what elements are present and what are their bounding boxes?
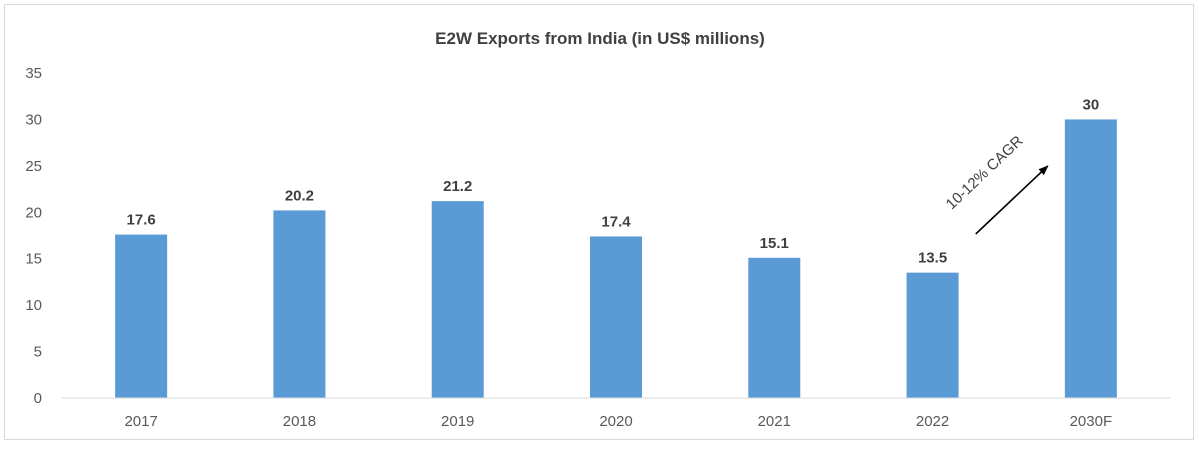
value-label-2021: 15.1 [760, 235, 789, 252]
x-tick-label: 2030F [1070, 413, 1113, 430]
bar-2022 [906, 272, 959, 398]
y-tick-label: 10 [25, 297, 42, 314]
bar-2017 [115, 234, 168, 398]
value-label-2017: 17.6 [127, 212, 156, 229]
value-label-2030f: 30 [1083, 96, 1100, 113]
y-tick-label: 30 [25, 111, 42, 128]
bar-2021 [748, 257, 801, 398]
y-tick-label: 0 [34, 390, 42, 407]
y-tick-label: 35 [25, 65, 42, 82]
value-label-2022: 13.5 [918, 250, 947, 267]
y-tick-label: 20 [25, 204, 42, 221]
chart-border [4, 4, 1194, 440]
y-tick-label: 5 [34, 344, 42, 361]
value-label-2019: 21.2 [443, 178, 472, 195]
y-tick-label: 15 [25, 251, 42, 268]
x-tick-label: 2022 [916, 413, 949, 430]
x-tick-label: 2019 [441, 413, 474, 430]
bar-2030f [1064, 119, 1117, 398]
value-label-2020: 17.4 [601, 213, 631, 230]
x-tick-label: 2017 [124, 413, 157, 430]
bars-group [115, 119, 1117, 398]
value-label-2018: 20.2 [285, 187, 314, 204]
x-tick-label: 2018 [283, 413, 316, 430]
x-axis: 2017 2018 2019 2020 2021 2022 2030F [62, 397, 1170, 430]
x-tick-label: 2020 [599, 413, 632, 430]
bar-2020 [590, 236, 642, 398]
y-tick-label: 25 [25, 158, 42, 175]
cagr-arrow [975, 165, 1049, 235]
x-tick-label: 2021 [758, 413, 791, 430]
chart-title: E2W Exports from India (in US$ millions) [435, 29, 765, 48]
bar-2018 [273, 210, 326, 398]
bar-2019 [431, 201, 484, 398]
value-labels-group: 17.6 20.2 21.2 17.4 15.1 13.5 30 [127, 96, 1100, 266]
y-axis: 0 5 10 15 20 25 30 35 [25, 65, 42, 407]
